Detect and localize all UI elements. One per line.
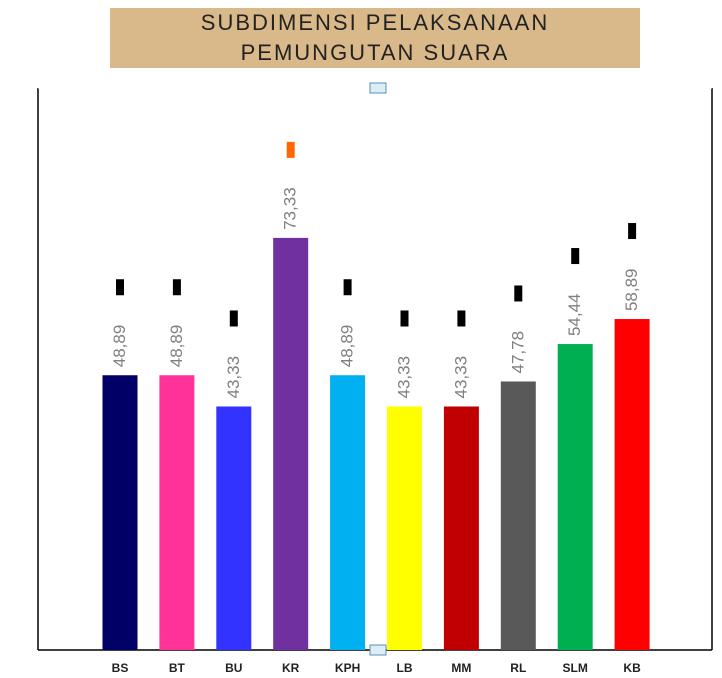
- marker: [400, 310, 409, 327]
- data-label: 54,44: [565, 294, 584, 337]
- bar: [557, 344, 593, 650]
- x-tick-label: BU: [225, 661, 242, 675]
- marker: [628, 223, 637, 240]
- bar: [500, 381, 536, 650]
- data-label: 48,89: [338, 325, 357, 368]
- marker: [514, 285, 523, 302]
- data-label: 43,33: [451, 356, 470, 399]
- bar: [159, 375, 195, 650]
- handle: [369, 644, 387, 656]
- marker: [116, 279, 124, 296]
- handle: [369, 82, 387, 94]
- x-tick-label: KR: [282, 661, 300, 675]
- bar: [216, 406, 252, 650]
- data-label: 43,33: [224, 356, 243, 399]
- x-tick-label: LB: [397, 661, 413, 675]
- bar: [102, 375, 138, 650]
- x-tick-label: BT: [169, 661, 186, 675]
- x-tick-label: KB: [623, 661, 641, 675]
- data-label: 48,89: [110, 325, 129, 368]
- x-tick-label: RL: [510, 661, 526, 675]
- bar: [614, 319, 650, 650]
- x-tick-label: MM: [451, 661, 471, 675]
- bar: [273, 237, 309, 650]
- bar: [443, 406, 479, 650]
- marker: [457, 310, 466, 327]
- data-label: 47,78: [508, 331, 527, 374]
- data-label: 58,89: [622, 268, 641, 311]
- data-label: 73,33: [281, 187, 300, 230]
- data-label: 43,33: [395, 356, 414, 399]
- data-label: 48,89: [167, 325, 186, 368]
- marker: [343, 279, 352, 296]
- bar: [387, 406, 422, 650]
- bar: [330, 375, 366, 650]
- marker: [172, 279, 181, 296]
- x-tick-label: KPH: [335, 661, 360, 675]
- marker: [571, 248, 580, 265]
- x-tick-label: BS: [112, 661, 129, 675]
- x-tick-label: SLM: [563, 661, 588, 675]
- marker: [229, 310, 238, 327]
- chart-title: SUBDIMENSI PELAKSANAAN PEMUNGUTAN SUARA: [110, 8, 640, 68]
- marker: [286, 141, 295, 158]
